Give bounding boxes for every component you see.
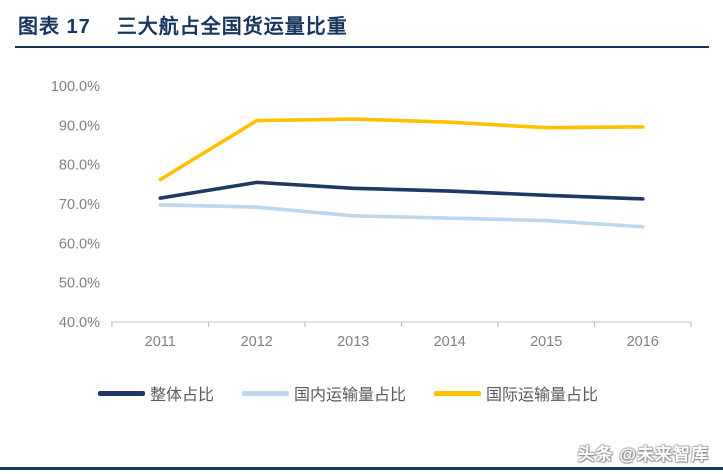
y-axis-tick-label: 80.0% bbox=[59, 158, 100, 174]
series-line-0 bbox=[158, 180, 645, 201]
x-axis-tick-label: 2013 bbox=[337, 334, 369, 350]
y-axis-tick-label: 100.0% bbox=[51, 79, 100, 95]
watermark-toutiao-weilaizhiku: 头条 @未来智库 bbox=[577, 445, 709, 464]
x-axis-tick-label: 2015 bbox=[530, 334, 562, 350]
legend-label-overall: 整体占比 bbox=[150, 387, 215, 404]
x-axis-tick-label: 2012 bbox=[241, 334, 273, 350]
series-line-1 bbox=[158, 202, 645, 229]
y-axis-tick-label: 50.0% bbox=[59, 276, 100, 292]
y-axis-tick-label: 70.0% bbox=[59, 197, 100, 213]
x-axis-tick-label: 2011 bbox=[145, 334, 176, 350]
series-line-2 bbox=[158, 117, 645, 182]
legend-line-swatch-international bbox=[434, 390, 482, 396]
x-axis-tick-label: 2014 bbox=[434, 334, 466, 350]
legend-item-domestic: 国内运输量占比 bbox=[242, 381, 406, 405]
figure-title-text: 三大航占全国货运量比重 bbox=[116, 16, 348, 38]
y-axis-tick-label: 60.0% bbox=[59, 236, 100, 252]
legend-label-domestic: 国内运输量占比 bbox=[294, 387, 407, 404]
legend-item-overall: 整体占比 bbox=[98, 381, 214, 405]
legend-line-swatch-overall bbox=[98, 390, 145, 396]
y-axis-tick-label: 90.0% bbox=[59, 118, 100, 134]
bottom-border-line bbox=[0, 467, 723, 470]
legend-label-international: 国际运输量占比 bbox=[486, 387, 599, 404]
legend-item-international: 国际运输量占比 bbox=[434, 381, 598, 405]
figure-number-label: 图表 17 bbox=[18, 16, 91, 38]
chart-title: 图表 17 三大航占全国货运量比重 bbox=[18, 10, 348, 39]
title-underline bbox=[15, 46, 709, 48]
chart-legend: 整体占比 国内运输量占比 国际运输量占比 bbox=[98, 381, 626, 405]
line-chart-plot: 100.0% 90.0% 80.0% 70.0% 60.0% 50.0% 40.0% 2011… bbox=[51, 79, 692, 350]
x-axis-tick-label: 2016 bbox=[627, 334, 659, 350]
legend-line-swatch-domestic bbox=[242, 390, 290, 396]
y-axis-tick-label: 40.0% bbox=[59, 315, 100, 331]
